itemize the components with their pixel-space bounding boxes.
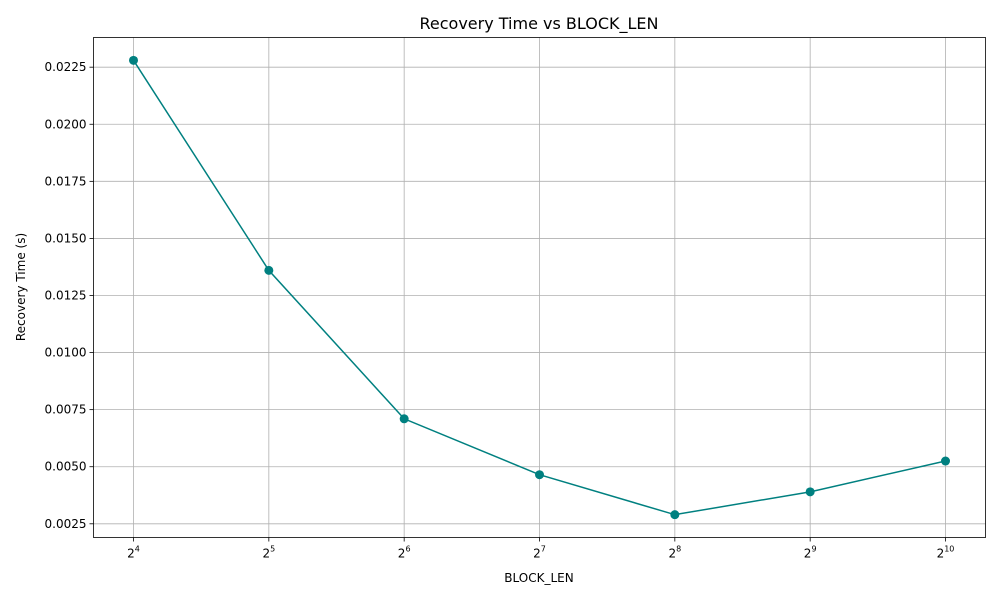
- y-axis: 0.0025 0.0050 0.0075 0.0100 0.0125 0.0150 0.01…: [45, 60, 94, 531]
- y-tick-label: 0.0175: [45, 174, 87, 188]
- x-tick-label: 24: [127, 545, 140, 561]
- y-tick-label: 0.0200: [45, 117, 87, 131]
- y-tick-label: 0.0050: [45, 460, 87, 474]
- data-point: [535, 470, 544, 480]
- data-point: [264, 265, 274, 275]
- data-point: [670, 510, 680, 520]
- x-axis: 24 25 26 27 28 29 210: [127, 537, 955, 561]
- x-axis-label: BLOCK_LEN: [504, 571, 573, 585]
- y-tick-label: 0.0075: [45, 403, 87, 417]
- y-tick-label: 0.0100: [45, 346, 87, 360]
- y-tick-label: 0.0025: [45, 517, 87, 531]
- data-point: [941, 456, 950, 466]
- y-tick-label: 0.0150: [45, 231, 87, 245]
- chart-title: Recovery Time vs BLOCK_LEN: [420, 14, 659, 34]
- y-tick-label: 0.0125: [45, 288, 87, 302]
- x-tick-label: 210: [937, 545, 955, 561]
- series-layer: [129, 55, 950, 520]
- y-tick-label: 0.0225: [45, 60, 87, 74]
- data-point: [129, 55, 138, 65]
- x-tick-label: 26: [398, 545, 411, 561]
- x-tick-label: 27: [533, 545, 546, 561]
- x-tick-label: 25: [262, 545, 275, 561]
- x-tick-label: 28: [668, 545, 681, 561]
- x-tick-label: 29: [804, 545, 817, 561]
- data-point: [399, 414, 409, 424]
- data-point: [805, 487, 815, 497]
- y-axis-label: Recovery Time (s): [14, 233, 28, 341]
- grid-lines: [93, 37, 986, 538]
